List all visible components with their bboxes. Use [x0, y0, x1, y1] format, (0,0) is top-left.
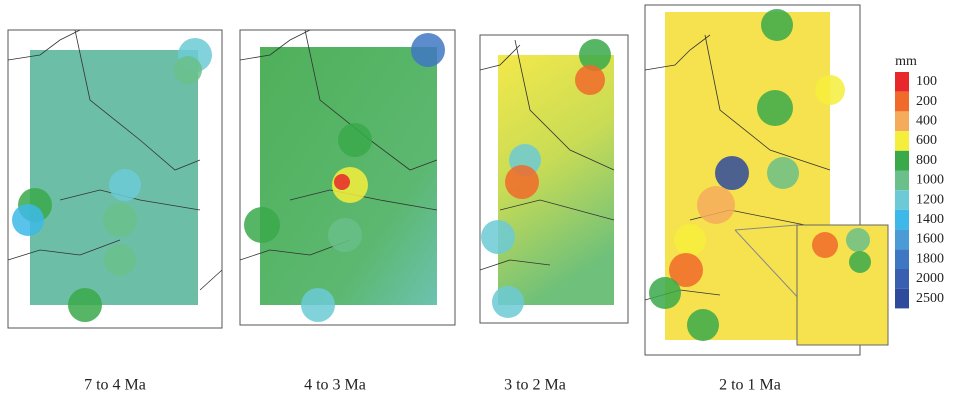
- legend-label: 2000: [916, 271, 944, 286]
- legend-title: mm: [895, 54, 917, 69]
- legend-swatch: [895, 91, 909, 112]
- legend-swatch: [895, 209, 909, 230]
- legend-swatch: [895, 269, 909, 289]
- legend-label: 1600: [916, 232, 944, 247]
- legend-label: 200: [916, 94, 937, 109]
- legend-swatch: [895, 190, 909, 210]
- legend-swatch: [895, 72, 909, 92]
- legend-swatch: [895, 111, 909, 132]
- legend-swatch: [895, 131, 909, 151]
- legend-label: 800: [916, 153, 937, 168]
- legend-label: 100: [916, 74, 937, 89]
- map-panel: [479, 34, 629, 324]
- legend-label: 1400: [916, 212, 944, 227]
- legend-label: 1800: [916, 251, 944, 266]
- legend-label: 1200: [916, 192, 944, 207]
- legend-label: 600: [916, 133, 937, 148]
- legend-swatch: [895, 229, 909, 250]
- legend: 100 200 400 600 800 1000 1200 1400 1600 1800 2000 2…: [895, 72, 944, 309]
- legend-swatch: [895, 170, 909, 191]
- legend-label: 2500: [916, 291, 944, 306]
- map-panel: [239, 29, 456, 326]
- panel-label: 2 to 1 Ma: [719, 377, 781, 394]
- panel-label: 7 to 4 Ma: [84, 377, 146, 394]
- legend-label: 1000: [916, 173, 944, 188]
- map-panel: [7, 29, 223, 329]
- legend-swatch: [895, 249, 909, 269]
- legend-label: 400: [916, 113, 937, 128]
- panel-label: 3 to 2 Ma: [504, 377, 566, 394]
- panel-label: 4 to 3 Ma: [304, 377, 366, 394]
- map-panel: [644, 4, 889, 356]
- legend-swatch: [895, 288, 909, 309]
- legend-swatch: [895, 150, 909, 171]
